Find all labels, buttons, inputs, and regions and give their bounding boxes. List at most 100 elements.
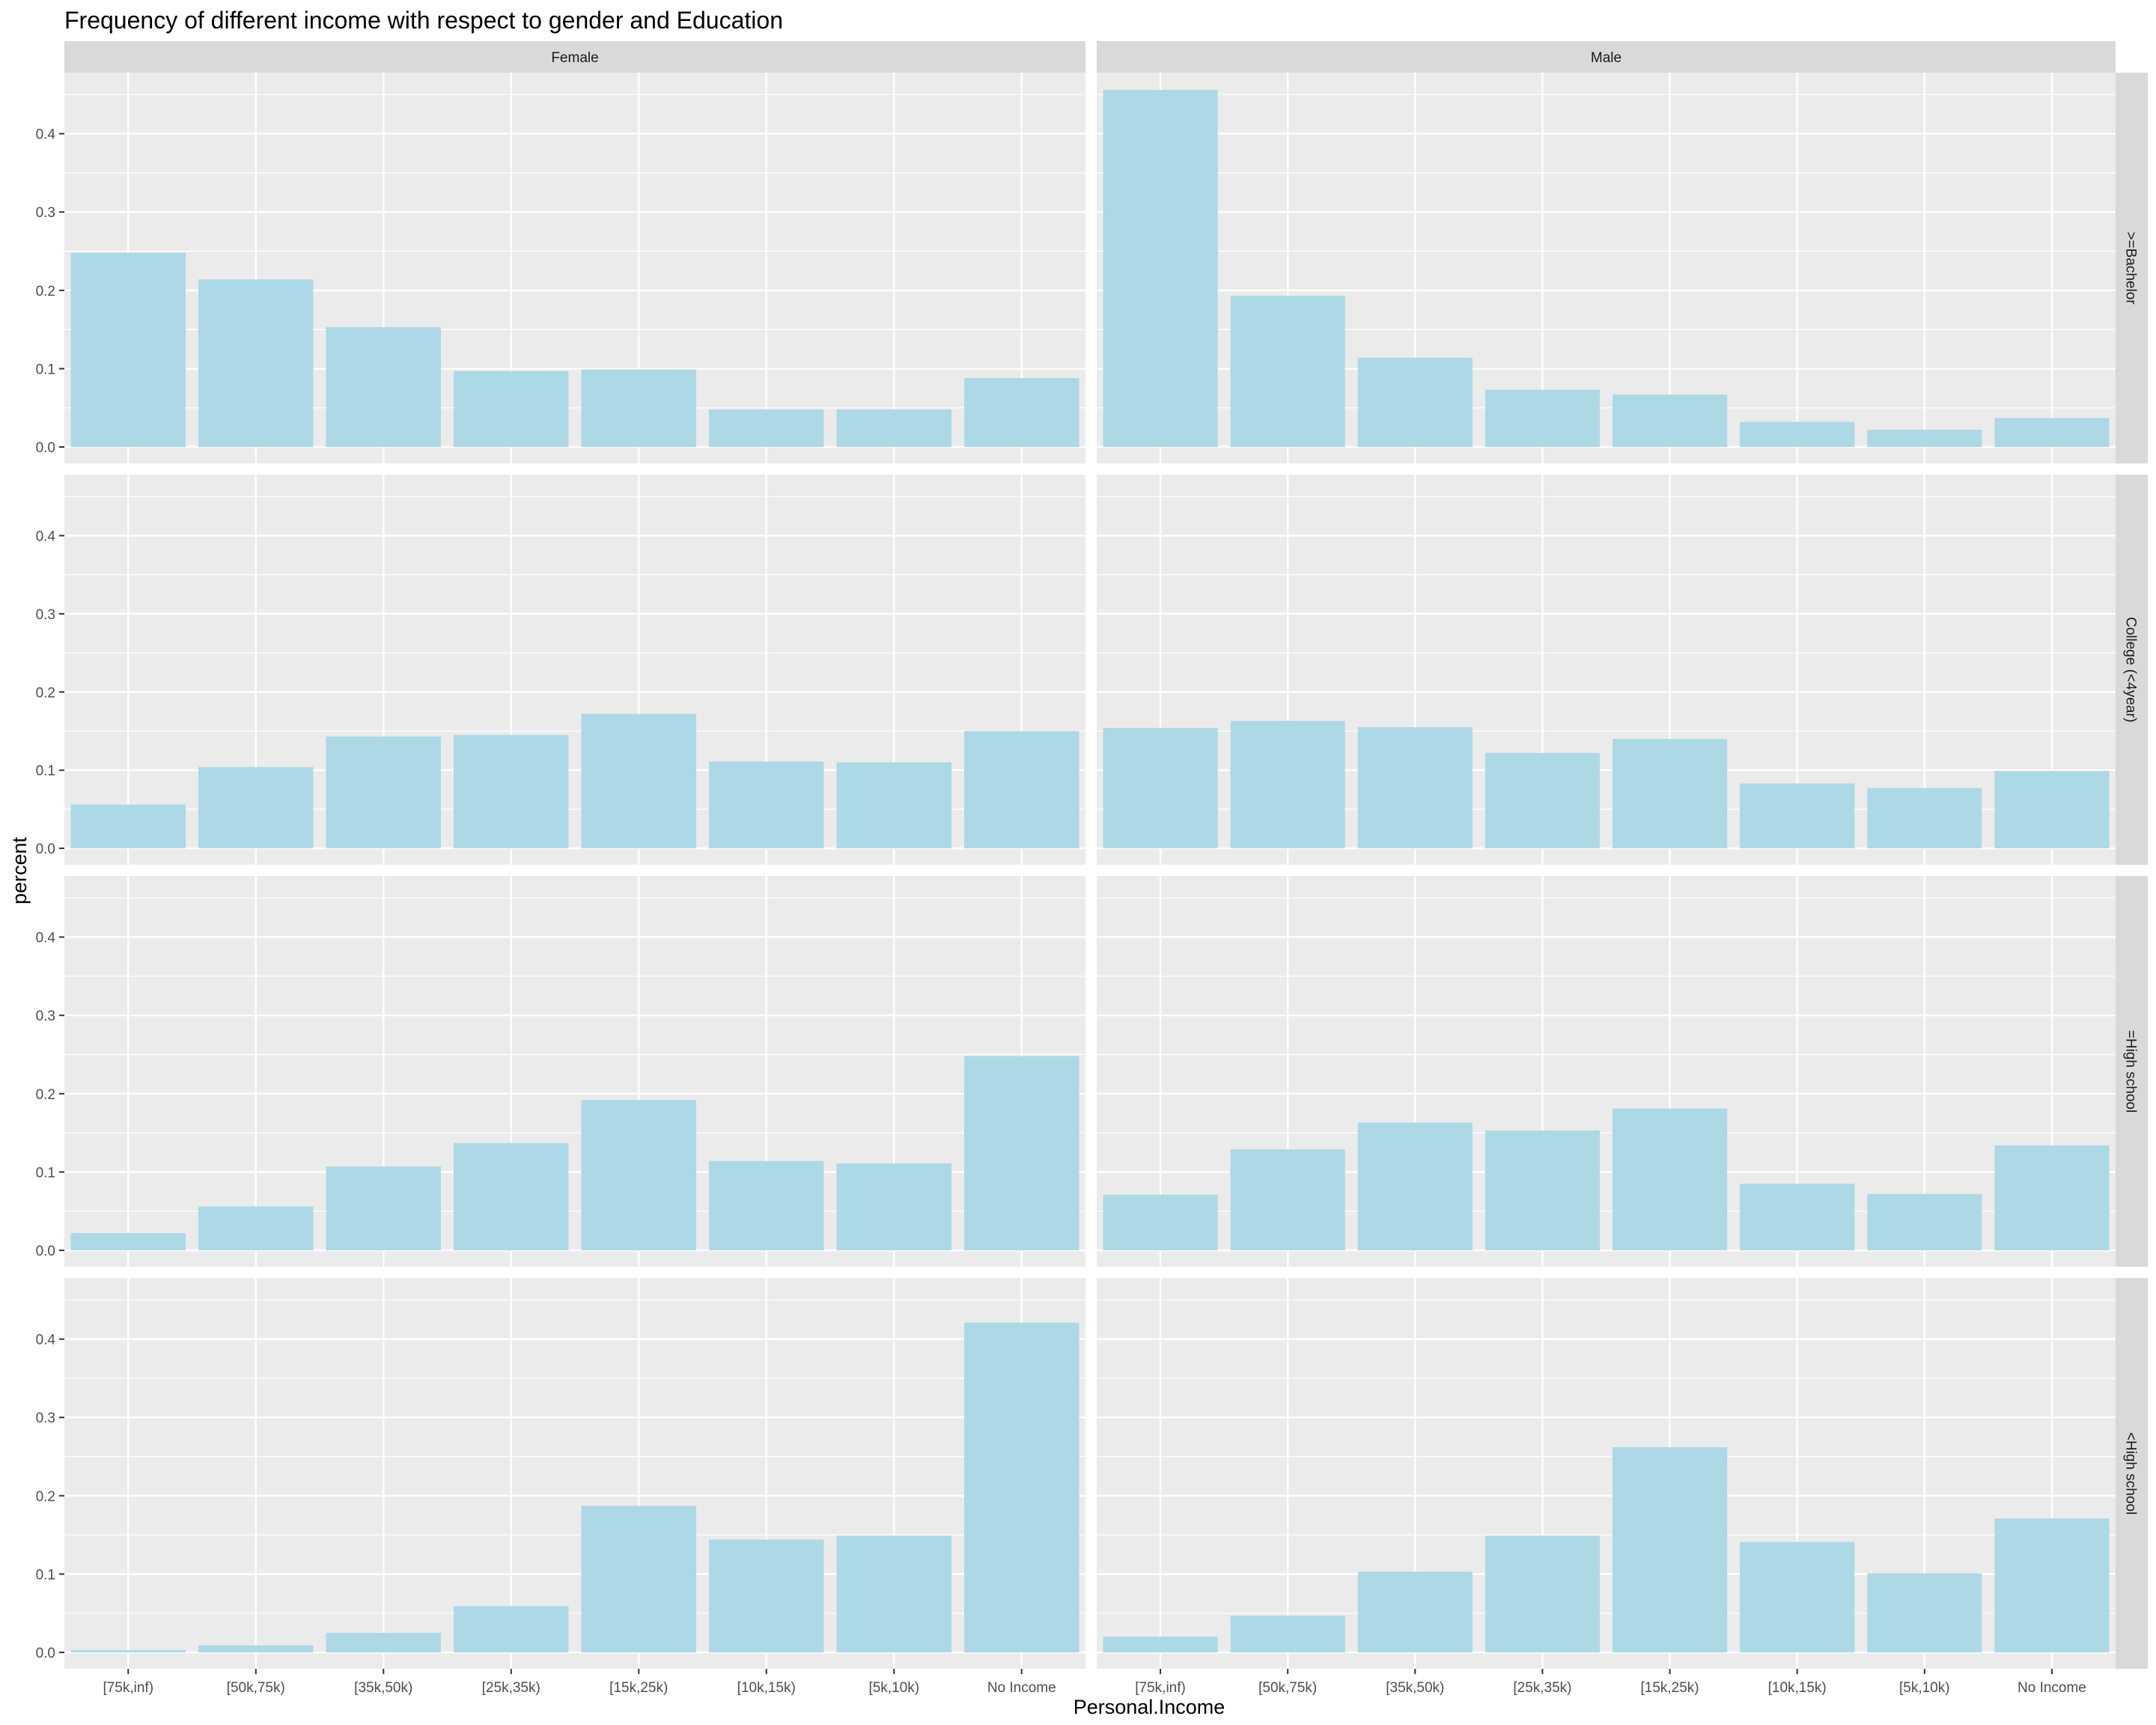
x-tick-label: [25k,35k) — [482, 1680, 540, 1696]
bar-75k-inf — [1103, 1194, 1218, 1251]
y-tick-label: 0.1 — [36, 1567, 55, 1583]
row-strip-label: <High school — [2123, 1432, 2139, 1515]
bar-50k-75k — [1230, 1615, 1345, 1653]
bar-25k-35k — [1484, 1130, 1600, 1251]
x-tick-label: [35k,50k) — [1386, 1680, 1444, 1696]
bar-15k-25k — [581, 1506, 696, 1653]
bar-25k-35k — [454, 1606, 569, 1653]
y-tick-label: 0.4 — [36, 127, 56, 143]
panel-male-high-school — [1097, 876, 2116, 1267]
y-tick-label: 0.0 — [36, 842, 55, 857]
y-tick-label: 0.2 — [36, 1489, 55, 1505]
bar-50k-75k — [1230, 296, 1345, 448]
bar-10k-15k — [709, 761, 824, 849]
x-tick-label: [10k,15k) — [737, 1680, 796, 1696]
bar-10k-15k — [1740, 1184, 1855, 1251]
bar-5k-10k — [1867, 430, 1982, 448]
bar-10k-15k — [1740, 1542, 1855, 1653]
panel-male-high-school: [75k,inf) [50k,75k) [35k,50k) [25k,35k) [15k… — [1097, 1278, 2116, 1696]
x-tick-label: [75k,inf) — [1135, 1680, 1186, 1696]
bar-75k-inf — [70, 252, 186, 448]
bar-35k-50k — [1357, 727, 1473, 849]
row-strip-label: >=Bachelor — [2123, 231, 2139, 305]
panel-male-college-4year — [1097, 475, 2116, 865]
bar-no-income — [1994, 770, 2110, 849]
y-tick-label: 0.3 — [36, 205, 55, 221]
x-tick-label: [35k,50k) — [354, 1680, 412, 1696]
panel-male-bachelor — [1097, 73, 2116, 463]
row-strip-label: =High school — [2123, 1030, 2139, 1113]
x-tick-label: [50k,75k) — [1258, 1680, 1317, 1696]
bar-15k-25k — [581, 714, 696, 849]
chart-title: Frequency of different income with respe… — [64, 7, 783, 34]
bar-50k-75k — [1230, 1149, 1345, 1251]
y-tick-label: 0.1 — [36, 362, 55, 377]
y-tick-label: 0.2 — [36, 1087, 55, 1103]
bar-5k-10k — [836, 409, 951, 448]
bar-25k-35k — [454, 734, 569, 849]
bar-25k-35k — [1484, 389, 1600, 448]
bar-no-income — [964, 731, 1079, 849]
x-tick-label: No Income — [2018, 1680, 2086, 1696]
bar-10k-15k — [1740, 783, 1855, 849]
bar-35k-50k — [1357, 357, 1473, 448]
bar-35k-50k — [326, 1632, 441, 1653]
x-tick-label: No Income — [987, 1680, 1056, 1696]
bar-5k-10k — [1867, 788, 1982, 849]
bar-no-income — [964, 1322, 1079, 1653]
strip-background — [2116, 73, 2148, 463]
x-tick-label: [15k,25k) — [1640, 1680, 1699, 1696]
x-tick-label: [5k,10k) — [868, 1680, 919, 1696]
x-tick-label: [15k,25k) — [609, 1680, 668, 1696]
bar-no-income — [1994, 1518, 2110, 1653]
bar-15k-25k — [581, 1100, 696, 1251]
bar-5k-10k — [836, 1536, 951, 1653]
bar-25k-35k — [1484, 752, 1600, 849]
y-axis-title: percent — [8, 836, 31, 904]
bar-15k-25k — [1613, 738, 1728, 849]
bar-75k-inf — [70, 804, 186, 849]
bar-50k-75k — [198, 1645, 314, 1653]
y-tick-label: 0.1 — [36, 1165, 55, 1181]
bar-35k-50k — [1357, 1122, 1473, 1251]
y-tick-label: 0.0 — [36, 1244, 55, 1259]
bar-75k-inf — [1103, 1637, 1218, 1653]
bar-75k-inf — [70, 1233, 186, 1251]
bar-50k-75k — [1230, 720, 1345, 849]
bar-35k-50k — [326, 736, 441, 849]
column-strip-male: Male — [1097, 41, 2116, 73]
bar-75k-inf — [70, 1649, 186, 1653]
bar-35k-50k — [1357, 1572, 1473, 1653]
panel-female-high-school: 0.0 0.1 0.2 0.3 0.4 [75k,inf) [50k,75k) [35k,50… — [36, 1278, 1085, 1696]
y-tick-label: 0.4 — [36, 931, 56, 946]
y-tick-label: 0.0 — [36, 440, 55, 456]
bar-50k-75k — [198, 1206, 314, 1251]
panels-layer: 0.0 0.1 0.2 0.3 0.4 0.0 0.1 0.2 0.3 0.4 0.0 0.1 0.2 0… — [36, 41, 2148, 1696]
bar-25k-35k — [1484, 1536, 1600, 1653]
bar-15k-25k — [1613, 1108, 1728, 1251]
bar-5k-10k — [1867, 1573, 1982, 1653]
bar-no-income — [964, 377, 1079, 448]
panel-female-bachelor: 0.0 0.1 0.2 0.3 0.4 — [36, 73, 1085, 463]
y-tick-label: 0.4 — [36, 1333, 56, 1348]
bar-15k-25k — [581, 369, 696, 448]
x-tick-label: [5k,10k) — [1899, 1680, 1950, 1696]
column-strip-label: Male — [1591, 50, 1621, 66]
bar-no-income — [964, 1056, 1079, 1251]
bar-15k-25k — [1613, 394, 1728, 448]
row-strip-college-4year: College (<4year) — [2116, 475, 2148, 865]
bar-no-income — [1994, 1145, 2110, 1251]
y-tick-label: 0.3 — [36, 1411, 55, 1426]
bar-5k-10k — [836, 762, 951, 849]
bar-10k-15k — [709, 1539, 824, 1653]
row-strip-high-school: =High school — [2116, 876, 2148, 1267]
bar-25k-35k — [454, 371, 569, 448]
y-tick-label: 0.2 — [36, 685, 55, 701]
column-strip-female: Female — [64, 41, 1085, 73]
strip-background — [64, 41, 1085, 73]
row-strip-high-school: <High school — [2116, 1278, 2148, 1669]
bar-50k-75k — [198, 767, 314, 849]
bar-no-income — [1994, 418, 2110, 448]
y-tick-label: 0.0 — [36, 1646, 55, 1661]
